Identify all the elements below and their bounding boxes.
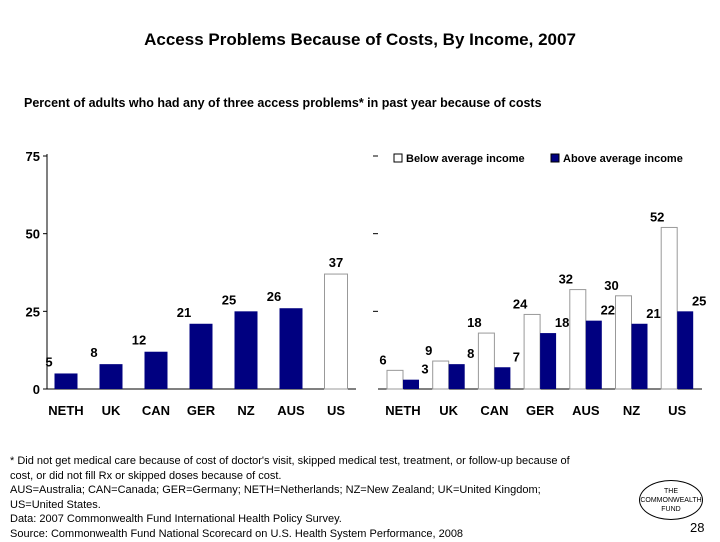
below-income-value-label: 18 xyxy=(467,315,481,330)
below-income-value-label: 9 xyxy=(425,343,432,358)
left-bar-value-label: 21 xyxy=(177,305,191,320)
legend-label-below: Below average income xyxy=(406,153,525,165)
left-y-tick-label: 25 xyxy=(26,304,40,319)
above-income-bar xyxy=(631,323,648,389)
above-income-bar xyxy=(585,320,602,389)
logo-ring: THE COMMONWEALTH FUND xyxy=(639,480,703,520)
below-income-bar xyxy=(477,332,495,390)
right-category-label: AUS xyxy=(572,403,600,418)
footnote-line: Source: Commonwealth Fund National Score… xyxy=(10,527,464,540)
left-category-label: NETH xyxy=(48,403,83,418)
footnote-line: Data: 2007 Commonwealth Fund Internation… xyxy=(10,513,342,526)
footnote-line: US=United States. xyxy=(10,498,101,511)
left-bar-value-label: 5 xyxy=(45,354,52,369)
below-income-bar xyxy=(432,360,450,390)
legend-swatch-below xyxy=(393,153,403,163)
left-bar xyxy=(189,323,213,389)
above-income-value-label: 18 xyxy=(555,315,569,330)
commonwealth-fund-logo: THE COMMONWEALTH FUND xyxy=(635,480,707,520)
left-bar-value-label: 37 xyxy=(329,255,343,270)
below-income-bar xyxy=(660,226,678,390)
below-income-value-label: 30 xyxy=(604,278,618,293)
right-category-label: GER xyxy=(526,403,555,418)
left-y-tick-label: 50 xyxy=(26,227,40,242)
above-income-bar xyxy=(448,364,465,389)
chart-subtitle: Percent of adults who had any of three a… xyxy=(24,96,542,110)
right-category-label: US xyxy=(668,403,686,418)
left-bar-value-label: 26 xyxy=(267,289,281,304)
above-income-bar xyxy=(677,311,694,389)
left-bar-value-label: 8 xyxy=(90,345,97,360)
right-category-label: UK xyxy=(439,403,458,418)
logo-text: COMMONWEALTH xyxy=(640,496,702,504)
legend-label-above: Above average income xyxy=(563,153,683,165)
left-bar xyxy=(234,311,258,389)
left-bar xyxy=(324,273,348,390)
above-income-value-label: 3 xyxy=(421,362,428,377)
above-income-bar xyxy=(540,333,557,389)
right-category-label: CAN xyxy=(480,403,508,418)
above-income-value-label: 22 xyxy=(601,303,615,318)
below-income-value-label: 32 xyxy=(559,272,573,287)
left-category-label: UK xyxy=(102,403,121,418)
below-income-value-label: 24 xyxy=(513,296,528,311)
below-income-value-label: 6 xyxy=(379,352,386,367)
below-income-bar xyxy=(386,369,404,390)
left-category-label: GER xyxy=(187,403,216,418)
left-y-tick-label: 0 xyxy=(33,382,40,397)
left-bar xyxy=(144,351,168,389)
left-category-label: US xyxy=(327,403,345,418)
below-income-bar xyxy=(569,289,587,390)
left-bar xyxy=(279,308,303,389)
footnote: * Did not get medical care because of co… xyxy=(10,454,630,542)
right-category-label: NETH xyxy=(385,403,420,418)
left-bar xyxy=(54,373,78,389)
chart-title: Access Problems Because of Costs, By Inc… xyxy=(144,30,576,49)
logo-text: FUND xyxy=(661,505,681,513)
logo-text: THE xyxy=(664,487,678,495)
left-category-label: AUS xyxy=(277,403,305,418)
above-income-bar xyxy=(494,367,511,389)
left-bar-value-label: 25 xyxy=(222,292,236,307)
above-income-value-label: 21 xyxy=(646,306,660,321)
left-category-label: NZ xyxy=(237,403,254,418)
right-category-label: NZ xyxy=(623,403,640,418)
left-bar xyxy=(99,364,123,389)
legend-swatch-above xyxy=(550,153,560,163)
below-income-bar xyxy=(615,295,632,390)
footnote-line: AUS=Australia; CAN=Canada; GER=Germany; … xyxy=(10,484,541,497)
footnote-line: cost, or did not fill Rx or skipped dose… xyxy=(10,469,282,482)
below-income-bar xyxy=(523,313,541,390)
above-income-bar xyxy=(403,379,419,389)
page-number: 28 xyxy=(690,520,705,535)
left-category-label: CAN xyxy=(142,403,170,418)
footnote-line: * Did not get medical care because of co… xyxy=(10,455,570,467)
above-income-value-label: 7 xyxy=(513,349,520,364)
above-income-value-label: 25 xyxy=(692,293,706,308)
below-income-value-label: 52 xyxy=(650,209,664,224)
left-bar-value-label: 12 xyxy=(132,333,146,348)
above-income-value-label: 8 xyxy=(467,346,474,361)
left-y-tick-label: 75 xyxy=(26,149,40,164)
